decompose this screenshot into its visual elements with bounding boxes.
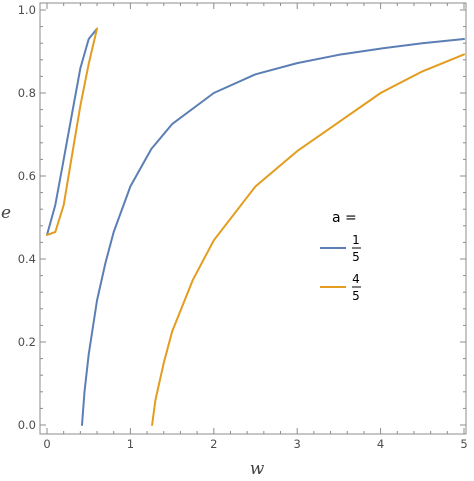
y-tick-label: 0.8 bbox=[18, 86, 36, 100]
legend-denominator-1: 5 bbox=[352, 250, 360, 264]
legend-numerator-2: 4 bbox=[352, 272, 360, 286]
x-tick-label: 2 bbox=[210, 437, 217, 451]
series-2-branch-2 bbox=[151, 53, 465, 426]
y-tick-label: 1.0 bbox=[18, 3, 36, 17]
series-1-branch-2 bbox=[81, 38, 465, 426]
x-tick-label: 5 bbox=[460, 437, 467, 451]
y-tick-label: 0.2 bbox=[18, 335, 36, 349]
legend-title: a = bbox=[332, 210, 357, 226]
x-tick-label: 1 bbox=[127, 437, 134, 451]
y-tick-label: 0.6 bbox=[18, 169, 36, 183]
axis-ticks: 0 1 2 3 4 5 0.0 0.2 0.4 0.6 0.8 1.0 bbox=[18, 3, 468, 451]
plot-border bbox=[39, 2, 467, 435]
y-tick-label: 0.4 bbox=[18, 252, 36, 266]
x-tick-label: 4 bbox=[377, 437, 384, 451]
y-axis-title: e bbox=[1, 203, 11, 223]
legend-denominator-2: 5 bbox=[352, 289, 360, 303]
x-axis-title: w bbox=[250, 459, 265, 479]
series-layer bbox=[46, 27, 465, 426]
legend-numerator-1: 1 bbox=[352, 233, 360, 247]
series-1-branch-1 bbox=[46, 27, 98, 236]
y-tick-label: 0.0 bbox=[18, 418, 36, 432]
plot-frame bbox=[39, 2, 467, 435]
series-2-branch-1 bbox=[46, 27, 98, 236]
x-tick-label: 0 bbox=[43, 437, 50, 451]
x-tick-label: 3 bbox=[294, 437, 301, 451]
legend: a = 1 5 4 5 bbox=[320, 210, 361, 303]
